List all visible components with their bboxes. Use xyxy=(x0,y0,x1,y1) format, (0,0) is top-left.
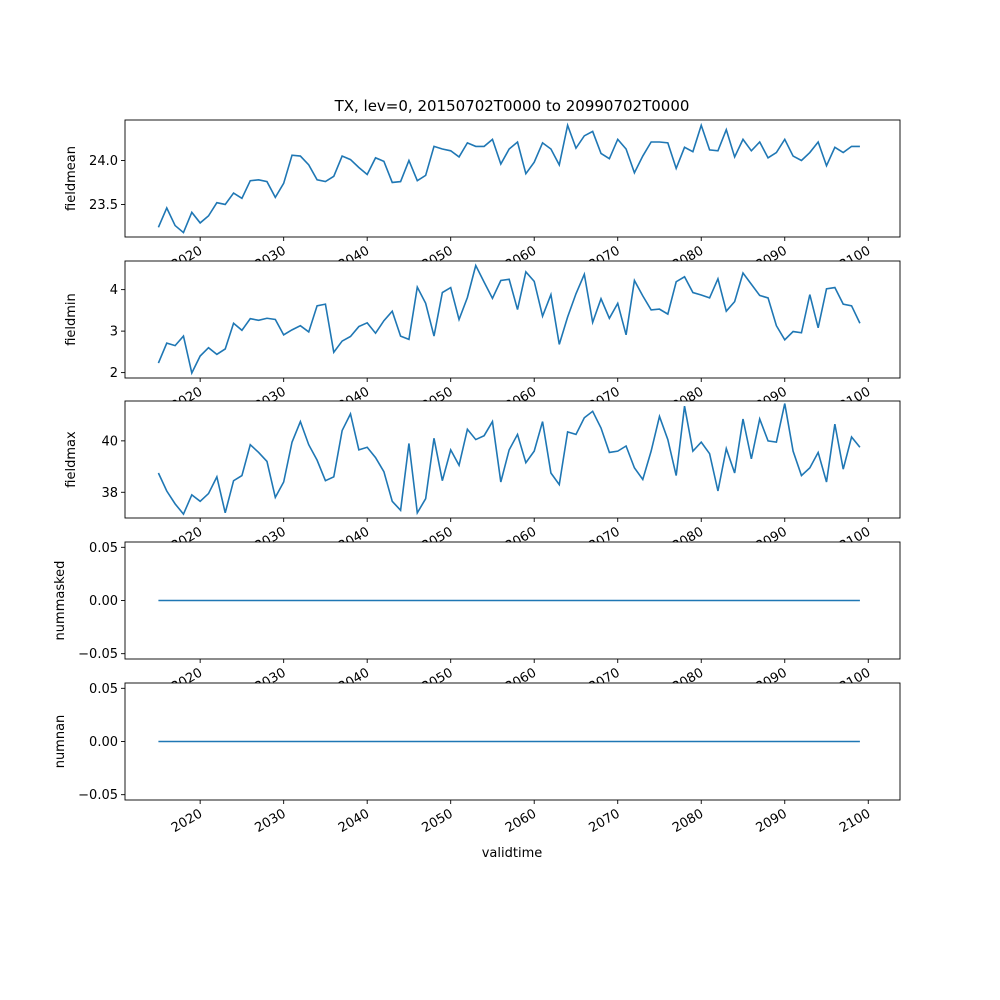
x-tick-label: 2080 xyxy=(670,806,706,836)
y-axis-label-numnan: numnan xyxy=(53,715,68,769)
y-tick-label: 0.00 xyxy=(89,594,118,609)
series-line-fieldmax xyxy=(157,403,861,516)
y-axis-label-nummasked: nummasked xyxy=(53,561,68,641)
series-line-fieldmean xyxy=(157,122,860,234)
y-tick-label: 0.05 xyxy=(89,541,118,556)
x-tick-label: 2020 xyxy=(169,806,205,836)
y-tick-label: 0.05 xyxy=(89,682,118,697)
axes-background xyxy=(125,401,900,518)
x-tick-label: 2050 xyxy=(420,806,456,836)
figure-title: TX, lev=0, 20150702T0000 to 20990702T000… xyxy=(334,97,690,115)
y-tick-label: 2 xyxy=(110,366,118,381)
subplot-stack: 23.5 24.0 fieldmean 2020 2030 2040 2050 2060 207… xyxy=(53,119,901,836)
x-axis-label: validtime xyxy=(482,846,543,861)
y-axis-label-fieldmean: fieldmean xyxy=(64,146,79,211)
y-tick-label: 38 xyxy=(101,486,118,501)
y-tick-label: 40 xyxy=(101,434,118,449)
y-tick-label: 3 xyxy=(110,325,118,340)
axes-frame xyxy=(124,400,901,519)
y-tick-label: −0.05 xyxy=(78,788,118,803)
subplot-numnan: −0.05 0.00 0.05 numnan 2020 2030 2040 2050 2060 2… xyxy=(53,682,901,836)
y-tick-label: −0.05 xyxy=(78,647,118,662)
x-tick-label: 2100 xyxy=(837,806,873,836)
series-line-fieldmin xyxy=(157,263,861,376)
x-tick-label: 2070 xyxy=(587,806,623,836)
y-tick-label: 0.00 xyxy=(89,735,118,750)
axes-frame xyxy=(124,119,901,238)
x-tick-label: 2030 xyxy=(253,806,289,836)
y-tick-label: 23.5 xyxy=(89,198,118,213)
axes-frame xyxy=(124,260,901,379)
y-tick-label: 24.0 xyxy=(89,154,118,169)
y-axis-label-fieldmax: fieldmax xyxy=(64,431,79,488)
y-tick-label: 4 xyxy=(110,283,118,298)
x-tick-label: 2060 xyxy=(503,806,539,836)
y-axis-label-fieldmin: fieldmin xyxy=(64,293,79,346)
x-tick-label: 2040 xyxy=(336,806,372,836)
axes-background xyxy=(125,261,900,378)
x-tick-label: 2090 xyxy=(754,806,790,836)
